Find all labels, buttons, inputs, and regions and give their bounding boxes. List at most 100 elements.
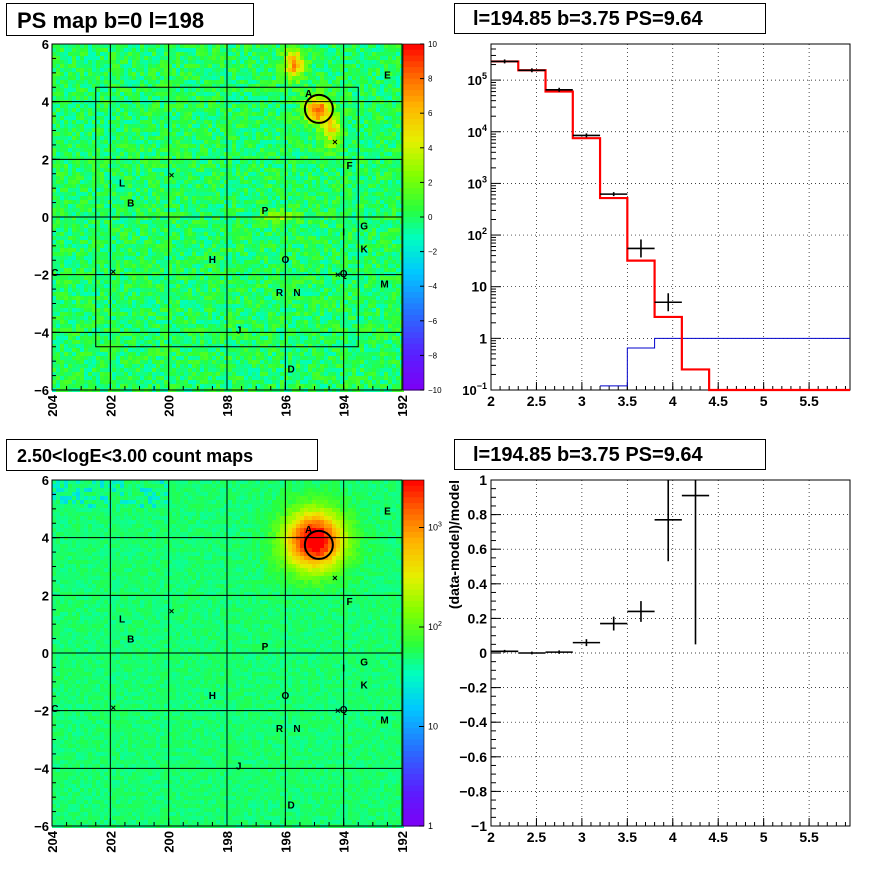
heatmap-cell — [96, 200, 100, 204]
heatmap-cell — [184, 268, 188, 272]
heatmap-cell — [240, 76, 244, 80]
heatmap-cell — [224, 132, 228, 136]
heatmap-cell — [144, 224, 148, 228]
heatmap-cell — [68, 284, 72, 288]
heatmap-cell — [248, 76, 252, 80]
heatmap-cell — [60, 176, 64, 180]
heatmap-cell — [60, 96, 64, 100]
heatmap-cell — [64, 72, 68, 76]
heatmap-cell — [228, 248, 232, 252]
heatmap-cell — [80, 96, 84, 100]
heatmap-cell — [160, 264, 164, 268]
heatmap-cell — [212, 164, 216, 168]
heatmap-cell — [148, 228, 152, 232]
heatmap-cell — [224, 320, 228, 324]
heatmap-cell — [192, 140, 196, 144]
heatmap-cell — [152, 244, 156, 248]
heatmap-cell — [104, 364, 108, 368]
heatmap-cell — [132, 296, 136, 300]
heatmap-cell — [84, 128, 88, 132]
heatmap-cell — [228, 332, 232, 336]
heatmap-cell — [248, 188, 252, 192]
heatmap-cell — [88, 236, 92, 240]
heatmap-cell — [232, 304, 236, 308]
heatmap-cell — [240, 164, 244, 168]
heatmap-cell — [148, 308, 152, 312]
heatmap-cell — [144, 272, 148, 276]
heatmap-cell — [172, 208, 176, 212]
heatmap-cell — [264, 92, 268, 96]
heatmap-cell — [192, 88, 196, 92]
heatmap-cell — [256, 116, 260, 120]
heatmap-cell — [200, 268, 204, 272]
heatmap-cell — [244, 112, 248, 116]
heatmap-cell — [124, 212, 128, 216]
heatmap-cell — [120, 184, 124, 188]
heatmap-cell — [72, 248, 76, 252]
heatmap-cell — [248, 200, 252, 204]
heatmap-cell — [120, 292, 124, 296]
heatmap-cell — [264, 256, 268, 260]
heatmap-cell — [56, 292, 60, 296]
heatmap-cell — [176, 104, 180, 108]
heatmap-cell — [152, 256, 156, 260]
heatmap-cell — [188, 340, 192, 344]
heatmap-cell — [60, 264, 64, 268]
heatmap-cell — [120, 320, 124, 324]
heatmap-cell — [100, 348, 104, 352]
heatmap-cell — [156, 200, 160, 204]
heatmap-cell — [100, 60, 104, 64]
heatmap-cell — [220, 268, 224, 272]
heatmap-cell — [52, 364, 56, 368]
heatmap-cell — [268, 56, 272, 60]
heatmap-cell — [132, 316, 136, 320]
heatmap-cell — [120, 152, 124, 156]
heatmap-cell — [220, 340, 224, 344]
heatmap-cell — [236, 288, 240, 292]
heatmap-cell — [68, 368, 72, 372]
heatmap-cell — [192, 348, 196, 352]
heatmap-cell — [176, 312, 180, 316]
heatmap-cell — [212, 260, 216, 264]
heatmap-cell — [264, 152, 268, 156]
heatmap-cell — [76, 228, 80, 232]
heatmap-cell — [208, 72, 212, 76]
heatmap-cell — [168, 352, 172, 356]
heatmap-cell — [212, 296, 216, 300]
heatmap-cell — [200, 288, 204, 292]
heatmap-cell — [188, 188, 192, 192]
heatmap-cell — [196, 164, 200, 168]
heatmap-cell — [264, 200, 268, 204]
heatmap-cell — [272, 220, 276, 224]
heatmap-cell — [60, 124, 64, 128]
heatmap-cell — [228, 272, 232, 276]
heatmap-cell — [56, 156, 60, 160]
heatmap-cell — [168, 52, 172, 56]
heatmap-cell — [188, 112, 192, 116]
heatmap-cell — [180, 48, 184, 52]
heatmap-cell — [204, 124, 208, 128]
heatmap-cell — [188, 72, 192, 76]
heatmap-cell — [176, 284, 180, 288]
heatmap-cell — [72, 184, 76, 188]
heatmap-cell — [216, 60, 220, 64]
heatmap-cell — [160, 80, 164, 84]
heatmap-cell — [52, 372, 56, 376]
heatmap-cell — [124, 276, 128, 280]
heatmap-cell — [252, 320, 256, 324]
heatmap-cell — [144, 48, 148, 52]
heatmap-cell — [100, 376, 104, 380]
heatmap-cell — [268, 248, 272, 252]
heatmap-cell — [212, 380, 216, 384]
heatmap-cell — [236, 196, 240, 200]
heatmap-cell — [236, 264, 240, 268]
heatmap-cell — [60, 228, 64, 232]
heatmap-cell — [272, 224, 276, 228]
heatmap-cell — [172, 128, 176, 132]
heatmap-cell — [148, 364, 152, 368]
heatmap-cell — [252, 208, 256, 212]
heatmap-cell — [240, 160, 244, 164]
heatmap-cell — [192, 92, 196, 96]
heatmap-cell — [64, 260, 68, 264]
heatmap-cell — [80, 180, 84, 184]
